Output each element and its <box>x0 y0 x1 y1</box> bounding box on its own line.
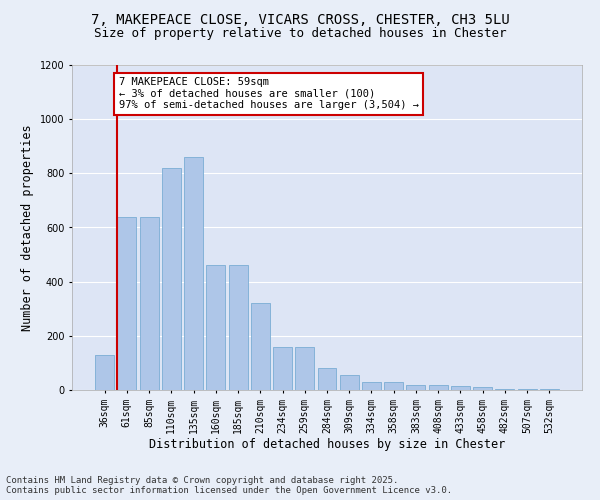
Y-axis label: Number of detached properties: Number of detached properties <box>21 124 34 331</box>
Bar <box>295 346 314 390</box>
Bar <box>496 388 514 390</box>
Text: Contains HM Land Registry data © Crown copyright and database right 2025.: Contains HM Land Registry data © Crown c… <box>6 476 398 485</box>
Bar <box>473 388 492 390</box>
Bar <box>540 388 559 390</box>
Bar <box>451 386 470 390</box>
Bar <box>384 382 403 390</box>
Bar <box>184 157 203 390</box>
Bar <box>140 216 158 390</box>
Bar <box>429 384 448 390</box>
Bar <box>340 375 359 390</box>
Text: Size of property relative to detached houses in Chester: Size of property relative to detached ho… <box>94 28 506 40</box>
Bar <box>251 304 270 390</box>
Bar <box>406 384 425 390</box>
X-axis label: Distribution of detached houses by size in Chester: Distribution of detached houses by size … <box>149 438 505 452</box>
Bar <box>118 216 136 390</box>
Text: Contains public sector information licensed under the Open Government Licence v3: Contains public sector information licen… <box>6 486 452 495</box>
Bar <box>229 266 248 390</box>
Bar <box>95 355 114 390</box>
Bar <box>273 346 292 390</box>
Bar <box>317 368 337 390</box>
Text: 7 MAKEPEACE CLOSE: 59sqm
← 3% of detached houses are smaller (100)
97% of semi-d: 7 MAKEPEACE CLOSE: 59sqm ← 3% of detache… <box>119 77 419 110</box>
Text: 7, MAKEPEACE CLOSE, VICARS CROSS, CHESTER, CH3 5LU: 7, MAKEPEACE CLOSE, VICARS CROSS, CHESTE… <box>91 12 509 26</box>
Bar <box>362 382 381 390</box>
Bar <box>162 168 181 390</box>
Bar <box>206 266 225 390</box>
Bar <box>518 388 536 390</box>
